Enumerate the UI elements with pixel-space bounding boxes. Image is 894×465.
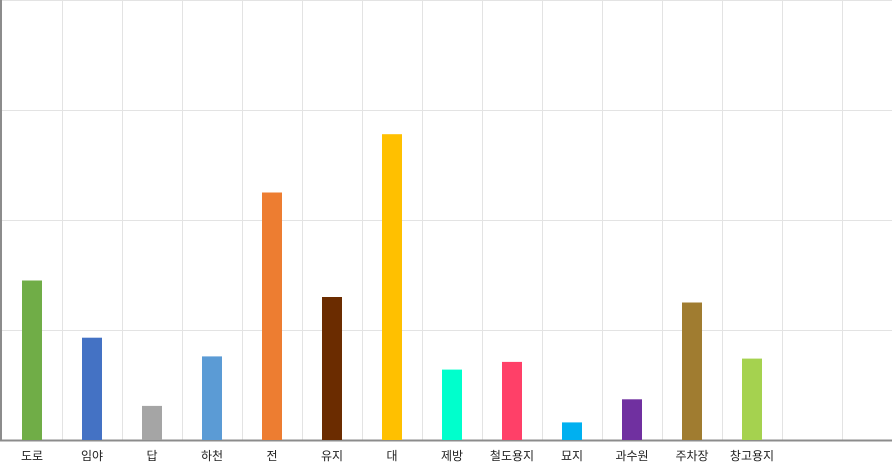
x-tick-label: 임야: [81, 449, 103, 463]
bar-3: [202, 356, 222, 440]
bar-6: [382, 134, 402, 440]
bar-9: [562, 422, 582, 440]
bar-12: [742, 358, 762, 440]
x-tick-labels: 도로 임야 답 하천 전 유지 대 제방 철도용지 묘지 과수원 주차장 창고용지: [21, 448, 774, 463]
bar-5: [322, 297, 342, 440]
axes: [0, 0, 892, 442]
bar-0: [22, 280, 42, 440]
bar-11: [682, 302, 702, 440]
x-tick-label: 하천: [201, 448, 223, 463]
x-tick-label: 답: [146, 449, 157, 463]
x-tick-label: 도로: [21, 449, 43, 463]
x-tick-label: 전: [266, 449, 277, 463]
gridlines: [2, 0, 892, 440]
bars: [22, 134, 762, 440]
bar-4: [262, 192, 282, 440]
bar-1: [82, 337, 102, 440]
bar-8: [502, 361, 522, 440]
x-tick-label: 창고용지: [730, 449, 774, 463]
x-tick-label: 과수원: [615, 449, 648, 463]
x-tick-label: 대: [386, 449, 397, 463]
x-tick-label: 제방: [441, 449, 463, 463]
x-tick-label: 철도용지: [490, 449, 534, 463]
x-tick-label: 주차장: [675, 449, 708, 463]
bar-2: [142, 405, 162, 440]
x-tick-label: 유지: [321, 449, 343, 463]
bar-7: [442, 369, 462, 440]
x-tick-label: 묘지: [561, 449, 583, 463]
bar-10: [622, 399, 642, 440]
